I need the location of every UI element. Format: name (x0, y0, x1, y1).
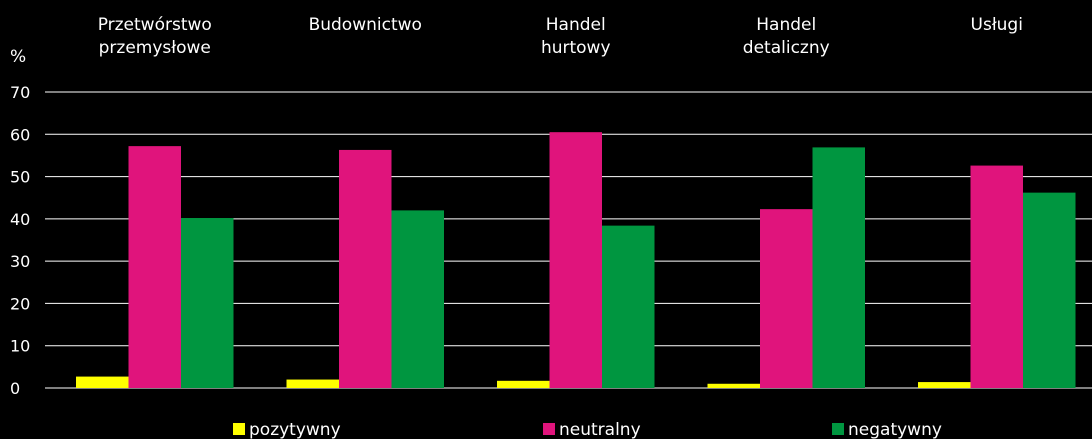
category-label: Budownictwo (309, 15, 422, 35)
bar-negatywny-4 (1023, 192, 1076, 388)
legend-swatch-neutralny (543, 423, 555, 435)
bar-negatywny-1 (391, 210, 444, 388)
legend-label-neutralny: neutralny (559, 420, 641, 439)
legend-label-pozytywny: pozytywny (249, 420, 341, 439)
bar-neutralny-0 (128, 146, 181, 388)
bar-pozytywny-3 (707, 383, 760, 388)
bar-neutralny-2 (549, 132, 602, 388)
category-label: Usługi (971, 15, 1023, 35)
bars (76, 132, 1076, 388)
y-tick-label: 50 (10, 168, 30, 187)
category-label: Handel hurtowy (541, 15, 611, 58)
bar-negatywny-3 (812, 147, 865, 388)
y-tick-label: 30 (10, 252, 30, 271)
legend-swatch-pozytywny (233, 423, 245, 435)
category-labels: Przetwórstwo przemysłowe Budownictwo Handel… (98, 15, 1023, 58)
bar-negatywny-0 (181, 218, 234, 388)
y-tick-label: 20 (10, 294, 30, 313)
bar-neutralny-3 (760, 209, 813, 388)
category-label: Handel detaliczny (743, 15, 830, 58)
legend-label-negatywny: negatywny (848, 420, 942, 439)
y-axis-label: % (10, 47, 26, 67)
category-label: Przetwórstwo przemysłowe (98, 15, 212, 58)
y-tick-label: 10 (10, 337, 30, 356)
legend-swatch-negatywny (832, 423, 844, 435)
bar-neutralny-1 (339, 149, 392, 388)
bar-neutralny-4 (970, 165, 1023, 388)
bar-pozytywny-2 (497, 380, 550, 388)
legend: pozytywny neutralny negatywny (233, 420, 942, 439)
bar-negatywny-2 (602, 225, 655, 388)
y-tick-labels: 0 10 20 30 40 50 60 70 (10, 83, 30, 398)
y-tick-label: 0 (10, 379, 20, 398)
y-tick-label: 60 (10, 125, 30, 144)
y-tick-label: 70 (10, 83, 30, 102)
bar-pozytywny-0 (76, 376, 129, 388)
bar-pozytywny-1 (286, 379, 339, 388)
bar-pozytywny-4 (918, 382, 971, 388)
y-tick-label: 40 (10, 210, 30, 229)
